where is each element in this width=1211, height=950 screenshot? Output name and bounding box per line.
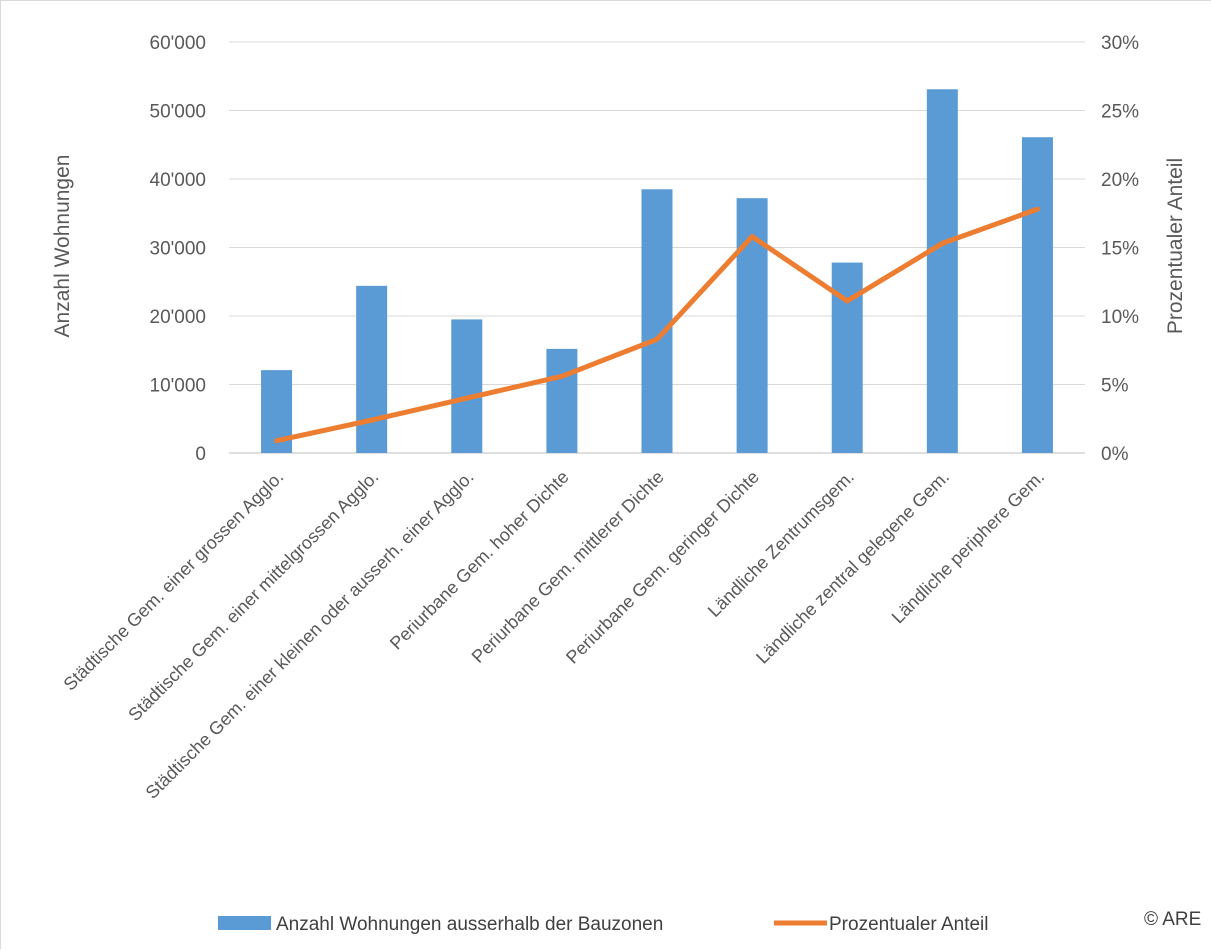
line-point [846, 300, 848, 302]
bar [451, 319, 483, 453]
line-point [751, 236, 753, 238]
line-point [276, 440, 278, 442]
line-point [1036, 208, 1038, 210]
right-tick-label: 0% [1101, 444, 1129, 465]
bar-series [261, 89, 1053, 453]
left-tick-label: 10'000 [150, 376, 206, 397]
copyright-credit: © ARE [1144, 909, 1201, 930]
legend-label-bars: Anzahl Wohnungen ausserhalb der Bauzonen [276, 914, 663, 935]
line-point [466, 397, 468, 399]
left-tick-label: 50'000 [150, 102, 206, 123]
right-axis-title: Prozentualer Anteil [1164, 158, 1187, 334]
legend-swatch-bars [218, 916, 271, 930]
category-label: Periurbane Gem. geringer Dichte [562, 467, 763, 668]
line-point [656, 338, 658, 340]
right-tick-label: 20% [1101, 170, 1139, 191]
right-tick-label: 30% [1101, 33, 1139, 54]
legend: Anzahl Wohnungen ausserhalb der Bauzonen… [218, 914, 989, 935]
line-point [941, 242, 943, 244]
bar [641, 189, 673, 453]
line-point [371, 419, 373, 421]
category-label: Periurbane Gem. hoher Dichte [386, 467, 573, 654]
left-tick-label: 60'000 [150, 33, 206, 54]
right-tick-label: 25% [1101, 102, 1139, 123]
left-tick-label: 30'000 [150, 239, 206, 260]
bar [356, 285, 388, 453]
category-label: Ländliche periphere Gem. [888, 467, 1049, 628]
left-tick-label: 20'000 [150, 307, 206, 328]
category-label: Ländliche zentral gelegene Gem. [752, 467, 953, 668]
left-tick-label: 40'000 [150, 170, 206, 191]
right-tick-label: 10% [1101, 307, 1139, 328]
bar [546, 348, 578, 453]
category-label: Periurbane Gem. mittlerer Dichte [468, 467, 668, 667]
right-tick-label: 15% [1101, 239, 1139, 260]
left-axis-ticks: 0 10'000 20'000 30'000 40'000 50'000 60'000 [150, 33, 206, 465]
bar [926, 89, 958, 453]
left-tick-label: 0 [195, 444, 206, 465]
legend-label-line: Prozentualer Anteil [829, 914, 989, 935]
right-tick-label: 5% [1101, 376, 1129, 397]
category-labels: Städtische Gem. einer grossen Agglo.Städ… [60, 467, 1049, 803]
left-axis-title: Anzahl Wohnungen [51, 155, 74, 338]
right-axis-ticks: 0% 5% 10% 15% 20% 25% 30% [1101, 33, 1139, 465]
category-label: Städtische Gem. einer kleinen oder ausse… [142, 467, 478, 803]
line-series [274, 206, 1040, 444]
bar [1021, 137, 1053, 453]
line-point [561, 375, 563, 377]
